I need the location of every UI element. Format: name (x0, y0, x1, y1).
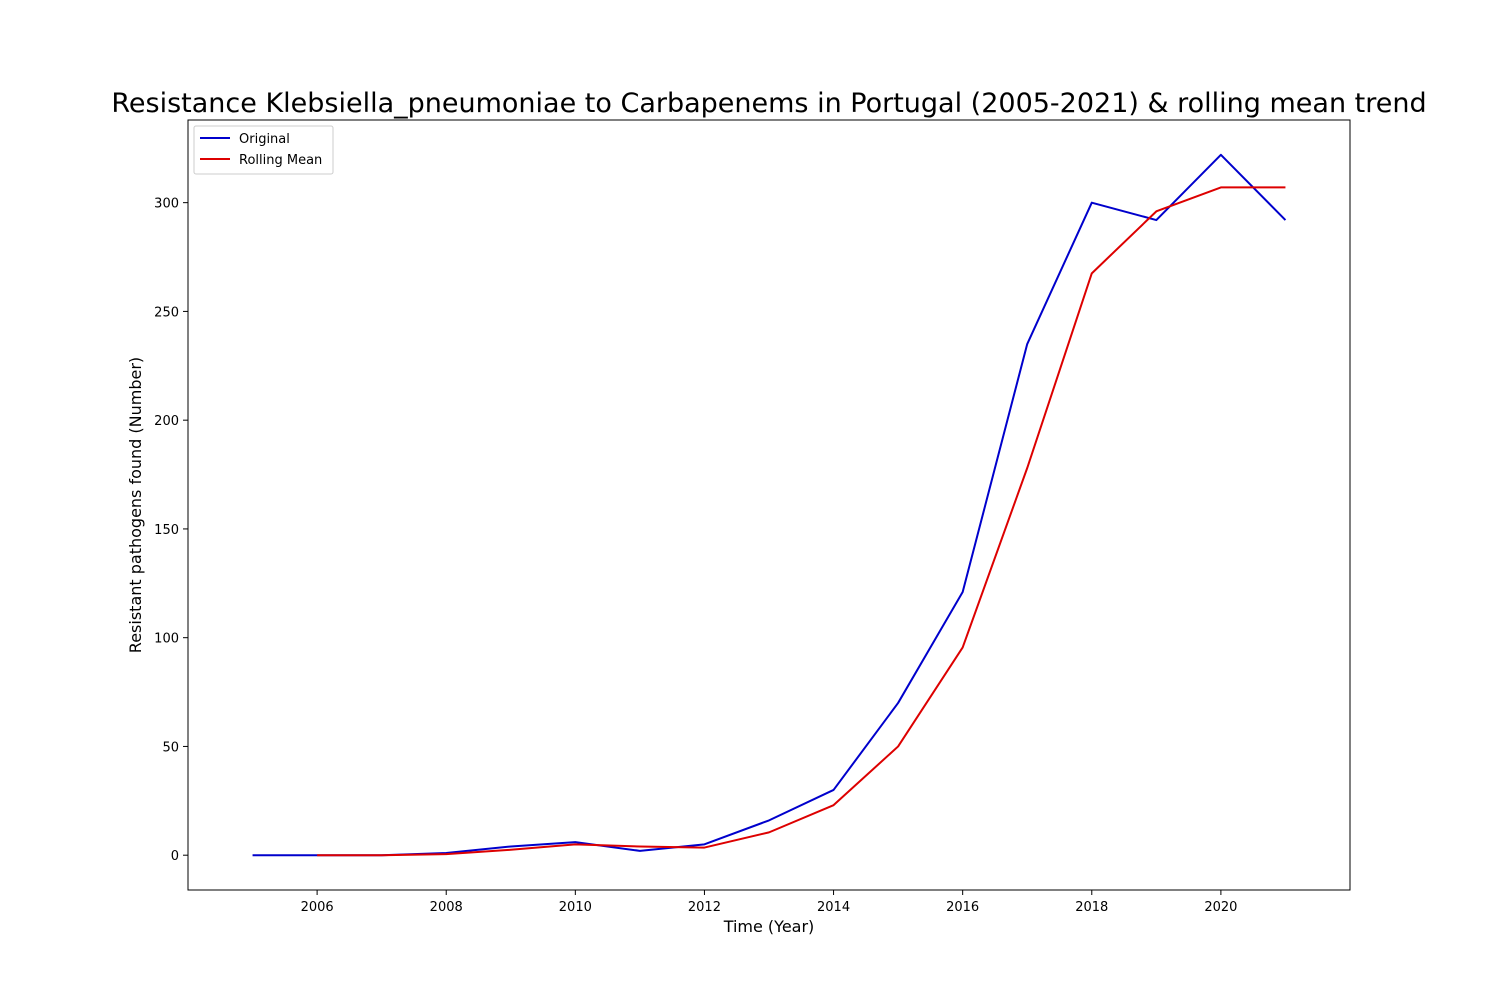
legend-label-original: Original (239, 132, 290, 147)
x-tick-label-2008: 2008 (430, 900, 463, 915)
x-tick-label-2018: 2018 (1075, 900, 1108, 915)
y-tick-label-150: 150 (154, 523, 179, 538)
series-layer (252, 153, 1287, 857)
y-tick-label-50: 50 (162, 740, 179, 755)
y-tick-label-200: 200 (154, 414, 179, 429)
y-tick-label-300: 300 (154, 197, 179, 212)
x-axis: 2006 2008 2010 2012 2014 2016 2018 2020 (301, 890, 1237, 915)
x-tick-label-2010: 2010 (559, 900, 592, 915)
x-tick-label-2006: 2006 (301, 900, 334, 915)
y-axis: 0 50 100 150 200 250 300 (154, 197, 188, 864)
series-line-rolling-mean (317, 186, 1286, 857)
x-tick-label-2014: 2014 (817, 900, 850, 915)
legend-label-rolling-mean: Rolling Mean (239, 153, 322, 168)
chart-title: Resistance Klebsiella_pneumoniae to Carb… (111, 88, 1426, 119)
y-tick-label-250: 250 (154, 305, 179, 320)
y-tick-label-100: 100 (154, 632, 179, 647)
y-axis-label: Resistant pathogens found (Number) (126, 357, 145, 653)
y-tick-label-0: 0 (171, 849, 179, 864)
legend: Original Rolling Mean (193, 125, 334, 175)
x-tick-label-2020: 2020 (1204, 900, 1237, 915)
x-tick-label-2012: 2012 (688, 900, 721, 915)
x-tick-label-2016: 2016 (946, 900, 979, 915)
plot-area (187, 119, 1351, 891)
x-axis-label: Time (Year) (723, 917, 815, 936)
